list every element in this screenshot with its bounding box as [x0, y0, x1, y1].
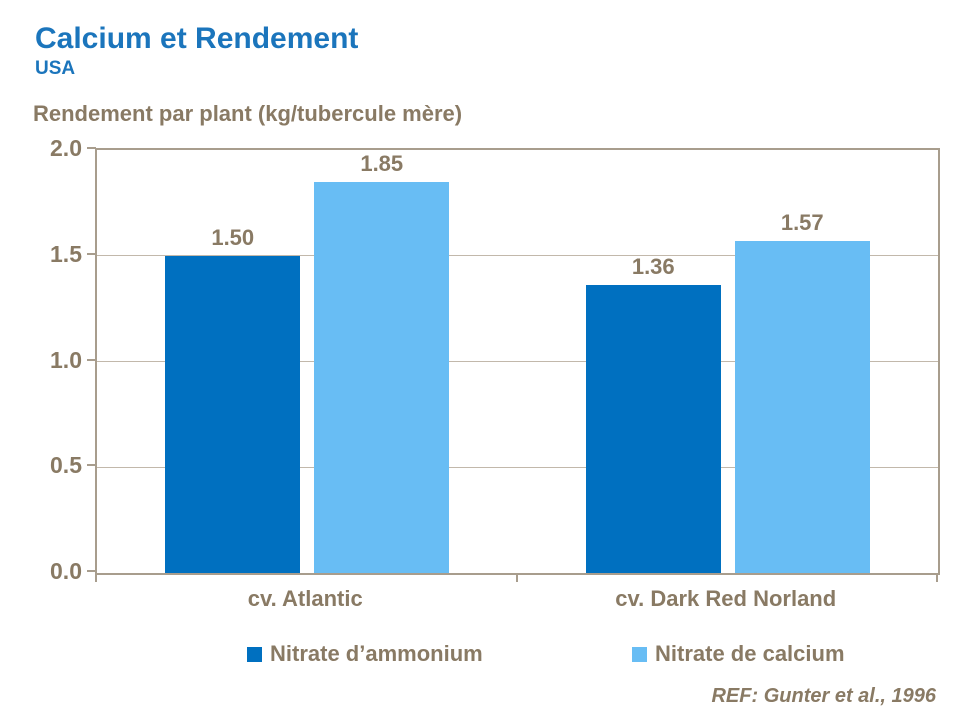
reference-citation: REF: Gunter et al., 1996 — [711, 685, 936, 707]
x-axis-tick — [95, 573, 97, 582]
category-label: cv. Dark Red Norland — [615, 586, 837, 611]
y-axis-tick — [87, 252, 96, 255]
y-tick-label: 1.0 — [50, 346, 82, 373]
legend-label: Nitrate de calcium — [655, 641, 845, 666]
bar-value-label: 1.50 — [211, 224, 255, 250]
y-tick-label: 1.5 — [50, 240, 82, 267]
legend-swatch — [247, 646, 262, 662]
y-axis-tick — [87, 147, 96, 149]
y-tick-label: 0.0 — [50, 558, 82, 584]
y-axis-tick — [87, 464, 96, 467]
x-axis-tick — [515, 573, 518, 582]
gridline — [97, 361, 938, 362]
bar — [585, 285, 721, 573]
y-axis-tick — [87, 358, 96, 361]
bar — [165, 255, 301, 573]
gridline — [97, 255, 938, 257]
legend-swatch — [632, 646, 647, 662]
legend-item: Nitrate d’ammonium — [247, 641, 483, 667]
x-axis-tick — [936, 573, 938, 582]
legend-item: Nitrate de calcium — [632, 641, 845, 667]
page-title: Calcium et Rendement — [35, 22, 359, 55]
bar — [314, 181, 450, 573]
legend-label: Nitrate d’ammonium — [270, 641, 483, 666]
bar-value-label: 1.57 — [780, 209, 824, 235]
y-tick-label: 2.0 — [50, 135, 82, 161]
y-axis-tick — [87, 570, 96, 572]
bar — [734, 240, 870, 573]
bar-value-label: 1.36 — [631, 254, 675, 280]
plot-area: 1.50 1.85 1.36 1.57 — [95, 148, 940, 575]
page-subtitle: USA — [35, 58, 76, 79]
bar-value-label: 1.85 — [360, 150, 404, 176]
y-axis-title: Rendement par plant (kg/tubercule mère) — [33, 101, 463, 126]
category-label: cv. Atlantic — [247, 586, 363, 611]
y-tick-label: 0.5 — [50, 452, 82, 479]
gridline — [97, 466, 938, 468]
